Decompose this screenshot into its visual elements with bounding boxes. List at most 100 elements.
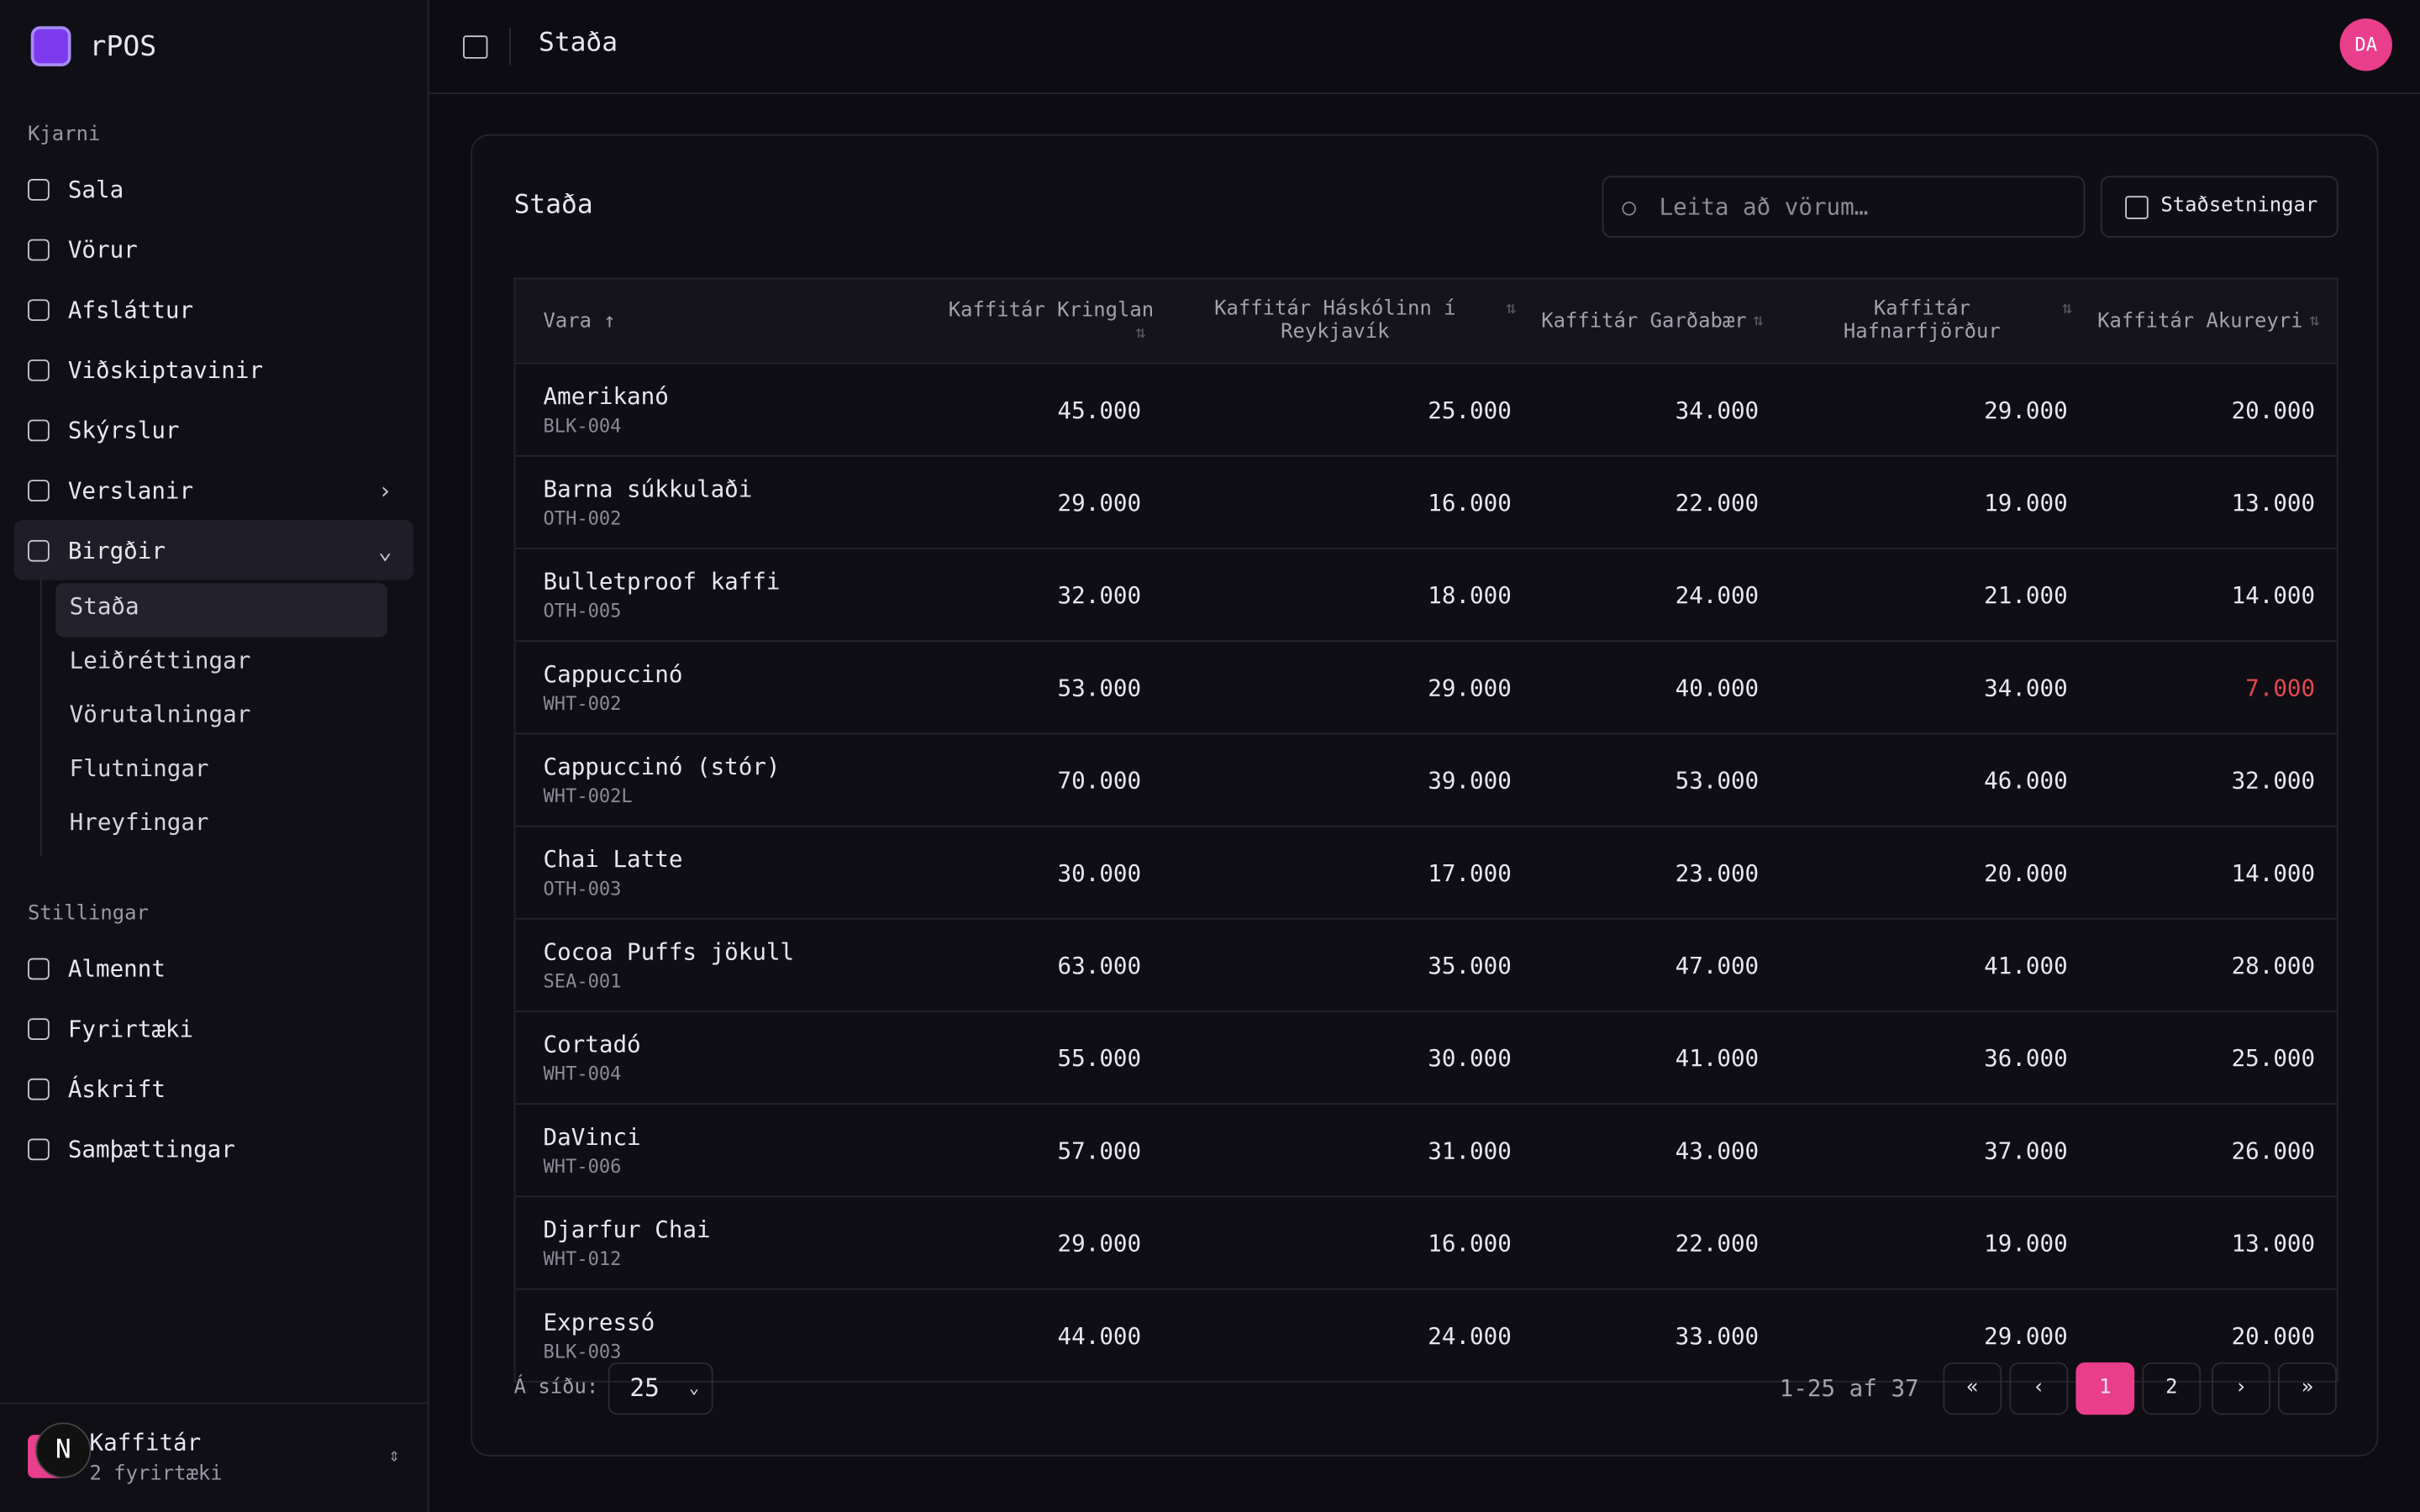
table-row[interactable]: DaVinci WHT-006 57.000 31.000 43.000 37.000 26… <box>514 1104 2338 1198</box>
table-row[interactable]: Cappuccinó (stór) WHT-002L 70.000 39.000 53.… <box>514 733 2338 827</box>
nav-item[interactable]: Sala <box>0 159 413 219</box>
nav-label: Sala <box>67 175 124 203</box>
nav-item[interactable]: Fyrirtæki <box>0 998 413 1058</box>
sub-item[interactable]: Hreyfingar <box>69 808 209 837</box>
nav-item[interactable]: Viðskiptavinir <box>0 339 413 400</box>
stock-cell: 19.000 <box>1780 1196 2090 1290</box>
search-icon: ○ <box>1622 192 1636 221</box>
stock-cell: 7.000 <box>2089 641 2338 735</box>
nav-item[interactable]: Skýrslur <box>0 400 413 460</box>
product-cell: Cocoa Puffs jökull SEA-001 <box>514 918 939 1012</box>
nav-label: Verslanir <box>67 475 194 504</box>
nav-label: Birgðir <box>67 536 166 564</box>
column-label: Kaffitár Hafnarfjörður <box>1843 297 2001 344</box>
nav-item[interactable]: Afsláttur <box>0 279 413 339</box>
org-switcher[interactable]: N Kaffitár 2 fyrirtæki ⇕ <box>0 1402 428 1512</box>
range: 1-25 af 37 <box>1779 1374 1919 1403</box>
stock-cell: 53.000 <box>1533 733 1781 827</box>
nav-item[interactable]: Almennt <box>0 938 413 999</box>
product-name: Cappuccinó (stór) <box>543 753 781 781</box>
per-page-select[interactable]: 25 ⌄ <box>608 1362 713 1415</box>
table-row[interactable]: Chai Latte OTH-003 30.000 17.000 23.000 20.00… <box>514 826 2338 920</box>
first-page[interactable]: « <box>1943 1362 2002 1415</box>
page-button[interactable]: 1 <box>2075 1362 2135 1415</box>
column-header[interactable]: Kaffitár Akureyri ⇅ <box>2089 278 2338 365</box>
table-row[interactable]: Expressó BLK-003 44.000 24.000 33.000 29.000 2… <box>514 1289 2338 1383</box>
sort-icon: ⇅ <box>1506 297 1517 318</box>
product-sku: OTH-003 <box>543 878 622 900</box>
table-row[interactable]: Amerikanó BLK-004 45.000 25.000 34.000 29.000… <box>514 363 2338 457</box>
table-row[interactable]: Bulletproof kaffi OTH-005 32.000 18.000 24.0… <box>514 548 2338 643</box>
stock-cell: 29.000 <box>1780 363 2090 457</box>
product-cell: Djarfur Chai WHT-012 <box>514 1196 939 1290</box>
next-page[interactable]: › <box>2212 1362 2270 1415</box>
sub-item[interactable]: Vörutalningar <box>69 700 251 728</box>
stock-cell: 30.000 <box>1162 1011 1534 1105</box>
nav-item[interactable]: Áskrift <box>0 1058 413 1119</box>
product-sku: SEA-001 <box>543 970 622 993</box>
stock-cell: 41.000 <box>1780 918 2090 1012</box>
nav-chevron: ⌄ <box>377 536 392 564</box>
column-header[interactable]: Kaffitár Kringlan ⇅ <box>939 278 1163 365</box>
stock-cell: 22.000 <box>1533 1196 1781 1290</box>
page-button[interactable]: 2 <box>2142 1362 2202 1415</box>
nav-item[interactable]: Samþættingar <box>0 1119 413 1179</box>
brand[interactable]: rPOS <box>30 26 156 66</box>
table-row[interactable]: Cocoa Puffs jökull SEA-001 63.000 35.000 47.… <box>514 918 2338 1012</box>
nav-item[interactable]: Vörur <box>0 219 413 280</box>
stock-cell: 29.000 <box>939 1196 1163 1290</box>
product-cell: Amerikanó BLK-004 <box>514 363 939 457</box>
product-name: Cappuccinó <box>543 660 683 689</box>
table-row[interactable]: Cortadó WHT-004 55.000 30.000 41.000 36.000 25… <box>514 1011 2338 1105</box>
product-sku: WHT-002 <box>543 692 622 715</box>
table-row[interactable]: Cappuccinó WHT-002 53.000 29.000 40.000 34.00… <box>514 641 2338 735</box>
search-input[interactable]: ○ Leita að vörum… <box>1602 176 2086 238</box>
sub-item[interactable]: Staða <box>55 583 388 638</box>
sub-item[interactable]: Leiðréttingar <box>69 646 251 675</box>
locations-button[interactable]: Staðsetningar <box>2100 176 2338 238</box>
stock-cell: 26.000 <box>2089 1104 2338 1198</box>
header: Staða DA <box>429 0 2420 95</box>
stock-cell: 41.000 <box>1533 1011 1781 1105</box>
nav-icon <box>28 178 50 200</box>
product-sku: WHT-004 <box>543 1063 622 1085</box>
table-row[interactable]: Djarfur Chai WHT-012 29.000 16.000 22.000 19.… <box>514 1196 2338 1290</box>
nav-item[interactable]: Verslanir › <box>0 459 413 520</box>
nav-label: Skýrslur <box>67 415 180 444</box>
product-name: Expressó <box>543 1308 655 1336</box>
product-cell: DaVinci WHT-006 <box>514 1104 939 1198</box>
product-name: Chai Latte <box>543 845 683 874</box>
stock-table: Vara ↑ Kaffitár Kringlan ⇅ Kaffitár Háskóli… <box>513 277 2338 1383</box>
stock-cell: 25.000 <box>2089 1011 2338 1105</box>
product-sku: WHT-012 <box>543 1247 622 1270</box>
table-row[interactable]: Barna súkkulaði OTH-002 29.000 16.000 22.000… <box>514 455 2338 549</box>
nav-label: Almennt <box>67 954 166 983</box>
stock-cell: 36.000 <box>1780 1011 2090 1105</box>
stock-cell: 53.000 <box>939 641 1163 735</box>
stock-cell: 45.000 <box>939 363 1163 457</box>
stock-cell: 29.000 <box>1162 641 1534 735</box>
divider <box>509 28 511 66</box>
column-header[interactable]: Kaffitár Háskólinn í Reykjavík ⇅ <box>1162 278 1534 365</box>
stock-cell: 21.000 <box>1780 548 2090 643</box>
stock-cell: 23.000 <box>1533 826 1781 920</box>
columns-icon <box>2125 196 2149 219</box>
prev-page[interactable]: ‹ <box>2009 1362 2069 1415</box>
nav-item[interactable]: Birgðir ⌄ <box>13 519 414 580</box>
sidebar-toggle[interactable] <box>463 35 488 59</box>
column-header[interactable]: Vara ↑ <box>514 278 939 365</box>
stock-cell: 47.000 <box>1533 918 1781 1012</box>
org-name: Kaffitár <box>89 1428 202 1457</box>
stock-cell: 28.000 <box>2089 918 2338 1012</box>
last-page[interactable]: » <box>2278 1362 2337 1415</box>
stock-cell: 22.000 <box>1533 455 1781 549</box>
column-header[interactable]: Kaffitár Garðabær ⇅ <box>1533 278 1781 365</box>
sub-item[interactable]: Flutningar <box>69 754 209 783</box>
nav-chevron: › <box>377 475 392 504</box>
stock-cell: 34.000 <box>1780 641 2090 735</box>
avatar[interactable]: DA <box>2339 18 2392 71</box>
org-chevron: ⇕ <box>388 1444 400 1466</box>
column-header[interactable]: Kaffitár Hafnarfjörður ⇅ <box>1780 278 2090 365</box>
product-cell: Barna súkkulaði OTH-002 <box>514 455 939 549</box>
